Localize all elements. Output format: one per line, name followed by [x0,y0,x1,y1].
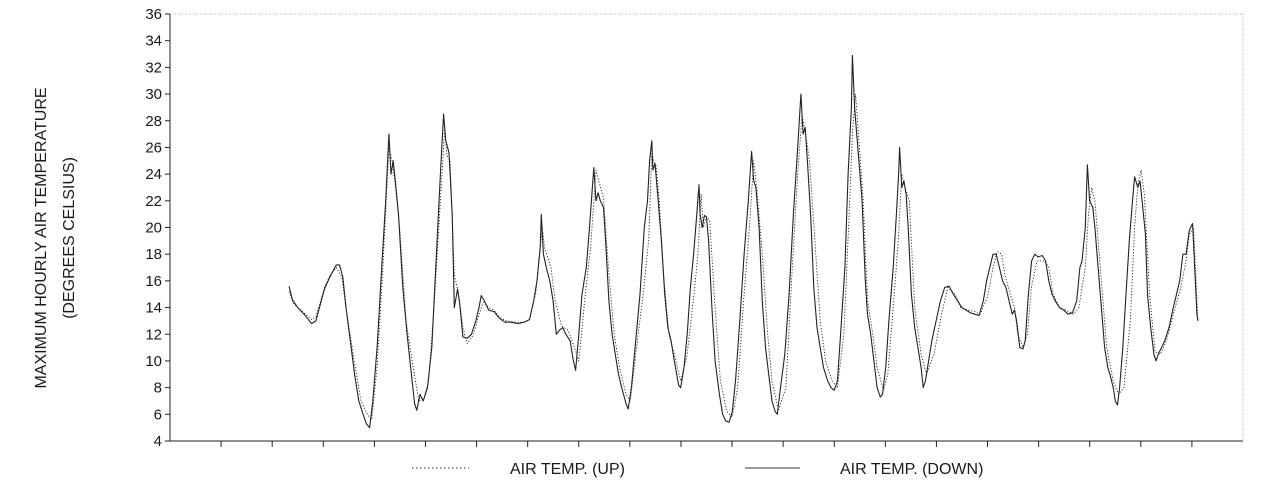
y-tick-label: 34 [145,33,162,50]
y-tick-label: 22 [145,193,162,210]
y-tick-label: 24 [145,166,162,183]
y-tick-label: 4 [154,433,162,450]
legend-label-down: AIR TEMP. (DOWN) [840,461,983,478]
y-tick-label: 30 [145,86,162,103]
legend: AIR TEMP. (UP) AIR TEMP. (DOWN) [412,461,983,478]
y-axis-title: MAXIMUM HOURLY AIR TEMPERATURE (DEGREES … [33,87,78,388]
y-tick-label: 16 [145,273,162,290]
series-group [288,54,1199,429]
y-tick-label: 8 [154,380,162,397]
x-axis-ticks [220,441,1193,447]
y-tick-label: 28 [145,113,162,130]
legend-label-up: AIR TEMP. (UP) [510,461,625,478]
series-line-air-temp-down [288,54,1199,429]
y-tick-label: 20 [145,220,162,237]
y-tick-label: 6 [154,406,162,423]
y-tick-label: 36 [145,6,162,23]
y-tick-label: 12 [145,326,162,343]
y-tick-label: 10 [145,353,162,370]
y-tick-label: 26 [145,139,162,156]
y-tick-label: 32 [145,59,162,76]
y-axis-ticks: 4 6 8 10 12 14 16 18 20 22 24 26 28 30 32 34 36 [145,6,170,450]
y-axis-title-line-2: (DEGREES CELSIUS) [61,157,78,319]
plot-frame [169,13,1244,442]
y-axis-title-line-1: MAXIMUM HOURLY AIR TEMPERATURE [33,87,50,388]
y-tick-label: 18 [145,246,162,263]
y-tick-label: 14 [145,300,162,317]
